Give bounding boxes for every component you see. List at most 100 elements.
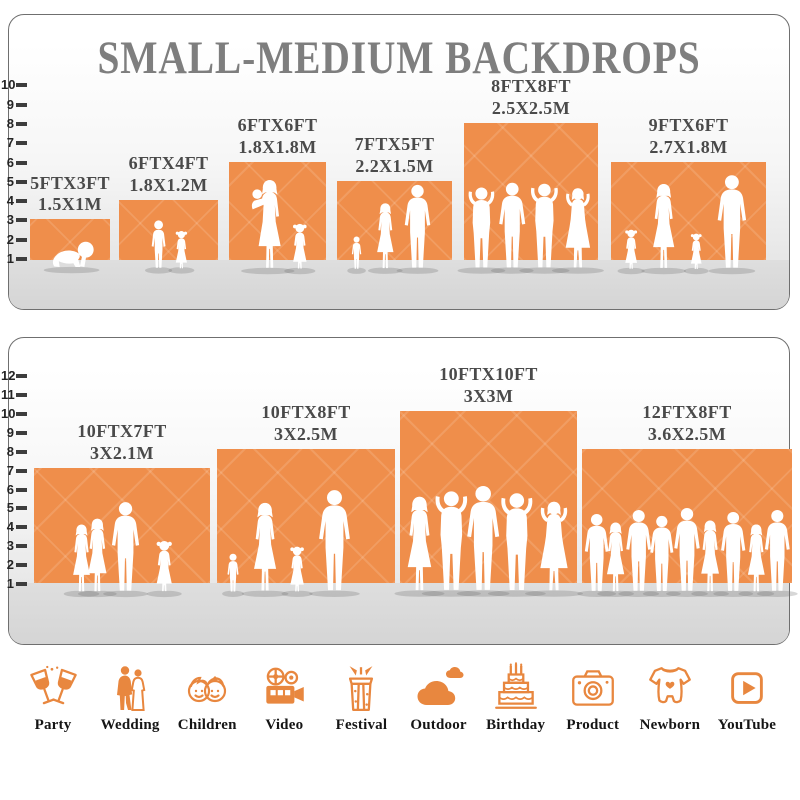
people-silhouettes [63, 501, 182, 597]
size-feet: 6FTX4FT [128, 153, 209, 174]
axis-tick-mark [16, 449, 27, 454]
axis-tick-8: 8 [1, 116, 29, 132]
axis-tick-mark [16, 257, 27, 261]
axis-tick-12: 12 [1, 368, 29, 384]
outdoor-icon [412, 662, 466, 714]
category-birthday: Birthday [481, 662, 551, 734]
axis-tick-6: 6 [1, 482, 29, 498]
category-label: Video [265, 717, 304, 733]
axis-tick-label: 6 [6, 154, 14, 170]
floor-strip [9, 260, 789, 309]
category-children: Children [172, 662, 242, 734]
axis-tick-label: 4 [6, 519, 14, 535]
axis-tick-9: 9 [1, 425, 29, 441]
size-meters: 2.5X2.5M [491, 97, 571, 118]
bar-size-label: 7FTX5FT 2.2X1.5M [355, 134, 435, 178]
panel-medium-backdrops: 1 2 3 4 5 6 7 8 9 10 11 12 10FTX7FT 3X2.1M 10FTX8FT 3X2… [1, 337, 798, 645]
axis-tick-label: 10 [1, 405, 16, 421]
axis-tick-2: 2 [1, 557, 29, 573]
axis-tick-label: 7 [6, 462, 14, 478]
size-feet: 10FTX7FT [77, 420, 167, 441]
axis-tick-mark [16, 218, 27, 223]
size-feet: 12FTX8FT [642, 401, 732, 422]
size-feet: 6FTX6FT [237, 114, 318, 135]
category-label: Wedding [100, 717, 160, 733]
floor-strip [9, 583, 789, 644]
category-product: Product [558, 662, 628, 734]
axis-tick-1: 1 [1, 576, 29, 592]
people-silhouettes [457, 182, 604, 274]
axis-tick-4: 4 [1, 193, 29, 209]
people-silhouettes [617, 174, 756, 274]
axis-tick-7: 7 [1, 135, 29, 151]
size-meters: 3X2.1M [90, 442, 154, 463]
size-feet: 9FTX6FT [648, 114, 729, 135]
backdrop-bar-6ftx6ft [229, 161, 326, 274]
category-label: Festival [335, 717, 388, 733]
axis-tick-mark [16, 102, 27, 107]
axis-tick-5: 5 [1, 174, 29, 190]
size-feet: 5FTX3FT [30, 172, 110, 193]
people-silhouettes [144, 220, 195, 274]
axis-tick-mark [16, 393, 27, 397]
axis-tick-mark [16, 121, 27, 126]
axis-tick-9: 9 [1, 97, 29, 113]
axis-tick-label: 1 [6, 251, 14, 266]
category-newborn: Newborn [635, 662, 705, 734]
size-meters: 1.8X1.2M [129, 175, 208, 196]
category-label: Birthday [486, 717, 546, 733]
newborn-icon [644, 662, 696, 714]
axis-tick-label: 9 [6, 96, 14, 112]
axis-tick-mark [16, 199, 27, 204]
youtube-icon [724, 662, 770, 714]
bar-size-label: 10FTX7FT 3X2.1M [77, 421, 166, 465]
axis-tick-mark [16, 525, 27, 530]
size-meters: 3X2.5M [274, 423, 338, 444]
axis-tick-label: 7 [6, 135, 14, 151]
category-label: Product [566, 717, 620, 733]
axis-tick-label: 5 [6, 500, 14, 516]
axis-tick-mark [16, 237, 27, 242]
backdrop-bar-8ftx8ft [457, 122, 604, 274]
axis-tick-6: 6 [1, 155, 29, 171]
axis-tick-label: 1 [6, 576, 14, 591]
axis-tick-label: 2 [6, 231, 14, 247]
axis-tick-mark [16, 141, 27, 146]
axis-tick-label: 10 [1, 77, 16, 93]
axis-tick-4: 4 [1, 519, 29, 535]
axis-tick-3: 3 [1, 538, 29, 554]
axis-tick-11: 11 [1, 387, 29, 403]
people-silhouettes [347, 184, 439, 274]
axis-tick-mark [16, 160, 27, 165]
people-silhouettes [222, 489, 360, 597]
category-label: Newborn [639, 717, 701, 733]
axis-tick-label: 8 [6, 115, 14, 131]
size-meters: 1.5X1M [38, 194, 102, 215]
axis-tick-mark [16, 430, 27, 435]
axis-tick-mark [16, 179, 27, 184]
backdrop-bar-10ftx8ft [217, 448, 395, 597]
axis-tick-mark [16, 487, 27, 492]
axis-tick-10: 10 [1, 77, 29, 93]
axis-tick-mark [16, 83, 27, 88]
size-meters: 2.2X1.5M [355, 155, 434, 176]
people-silhouettes [577, 507, 798, 597]
axis-tick-label: 6 [6, 481, 14, 497]
axis-tick-mark [16, 506, 27, 511]
backdrop-bar-6ftx4ft [119, 200, 218, 274]
category-label: Outdoor [410, 717, 467, 733]
axis-tick-10: 10 [1, 406, 29, 422]
axis-tick-2: 2 [1, 232, 29, 248]
wedding-icon [108, 662, 152, 714]
axis-tick-label: 2 [6, 557, 14, 573]
category-label: Children [177, 717, 237, 733]
axis-tick-label: 9 [6, 424, 14, 440]
bar-size-label: 9FTX6FT 2.7X1.8M [649, 115, 729, 159]
bar-size-label: 8FTX8FT 2.5X2.5M [491, 76, 571, 120]
category-icon-row: Party Wedding Children Video Festival Ou… [18, 662, 782, 734]
category-youtube: YouTube [712, 662, 782, 734]
size-meters: 3X3M [463, 385, 514, 406]
people-silhouettes [394, 485, 583, 597]
backdrop-bar-10ftx10ft [394, 410, 583, 597]
